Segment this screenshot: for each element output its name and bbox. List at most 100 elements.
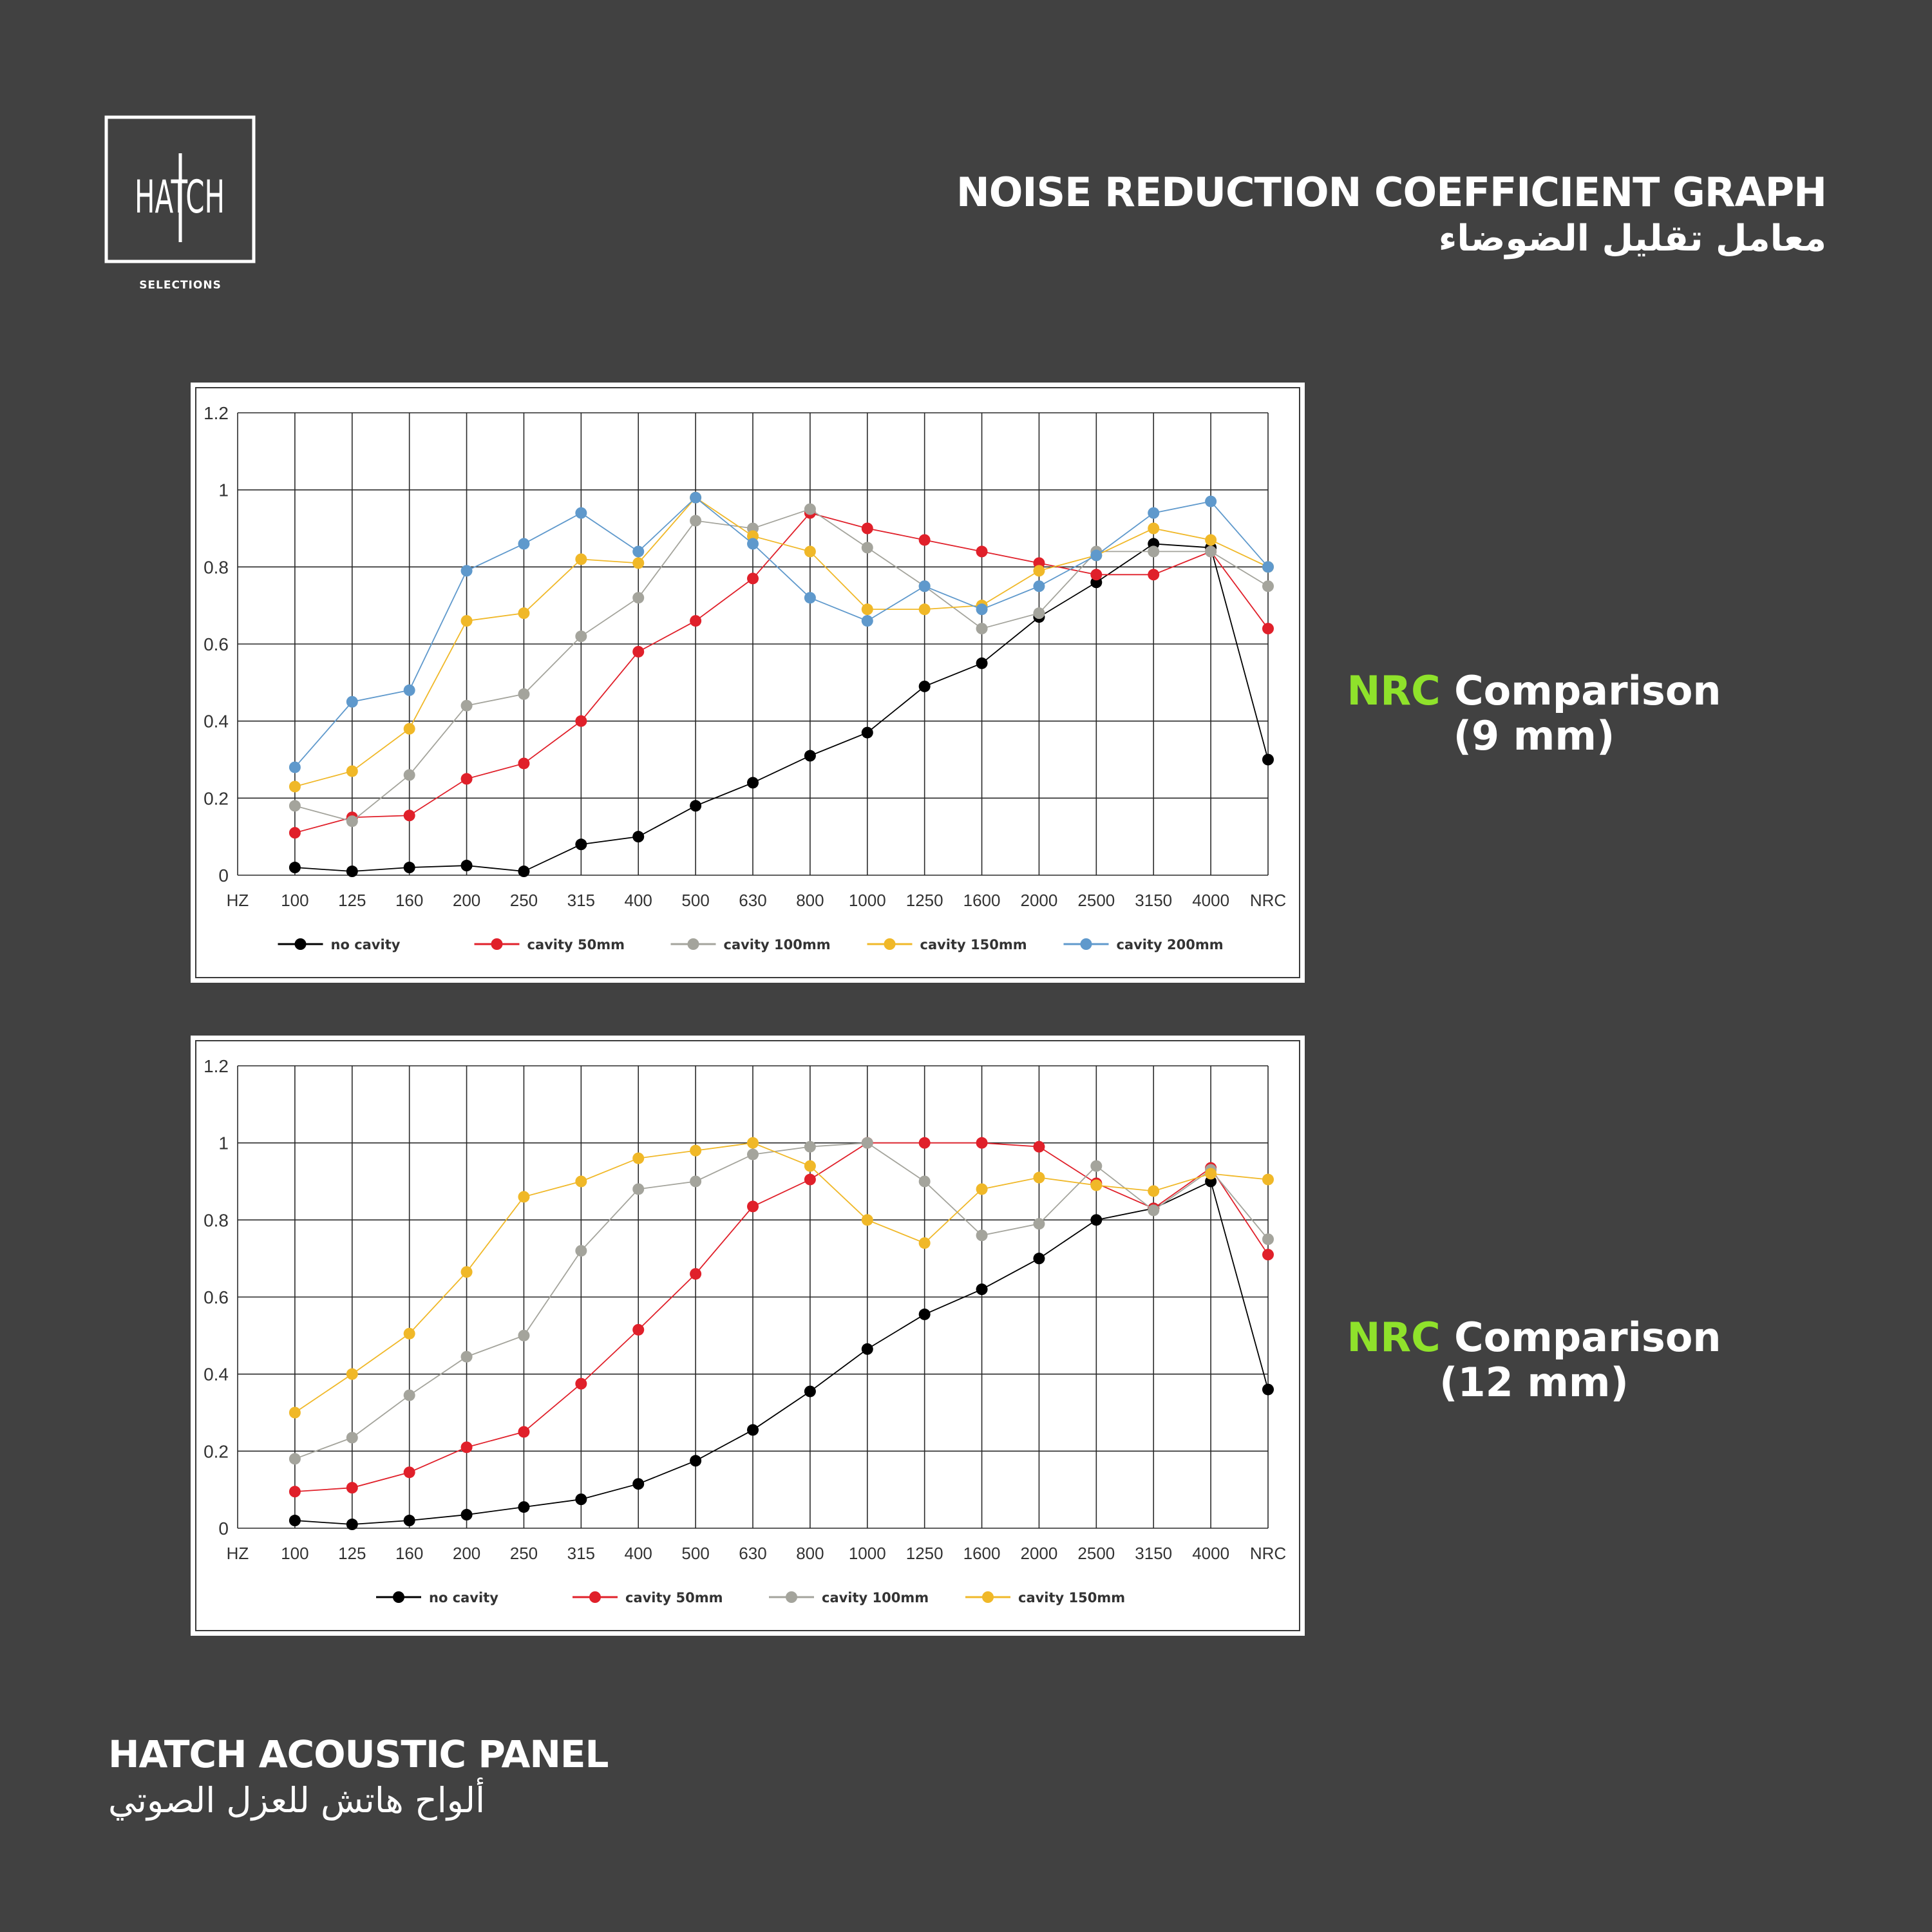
series-line xyxy=(294,497,1269,768)
data-point xyxy=(575,553,587,565)
data-point xyxy=(632,592,645,604)
data-point xyxy=(460,773,473,785)
data-point xyxy=(460,615,473,627)
data-point xyxy=(632,1478,645,1490)
data-point xyxy=(346,1519,358,1531)
series-no-cavity xyxy=(289,1175,1274,1531)
x-tick-label: 250 xyxy=(510,891,538,910)
data-point xyxy=(632,545,645,558)
data-point xyxy=(918,680,931,692)
footer-title-arabic: ألواح هاتش للعزل الصوتي xyxy=(108,1780,486,1821)
x-tick-label: 2000 xyxy=(1021,891,1058,910)
data-point xyxy=(1148,1185,1160,1197)
comparison-word: Comparison xyxy=(1440,1314,1721,1361)
legend-swatch-marker xyxy=(1080,938,1092,950)
data-point xyxy=(1262,580,1274,592)
data-point xyxy=(690,1144,702,1157)
data-point xyxy=(1090,1160,1103,1172)
x-tick-label: 1000 xyxy=(849,891,886,910)
x-tick-label: NRC xyxy=(1250,1544,1286,1563)
series-cavity-200mm xyxy=(289,491,1274,773)
data-point xyxy=(976,603,988,616)
series-cavity-150mm xyxy=(289,491,1274,793)
data-point xyxy=(976,1137,988,1149)
x-tick-label: 3150 xyxy=(1135,1544,1172,1563)
legend-swatch-marker xyxy=(982,1591,994,1603)
data-point xyxy=(403,1327,415,1340)
x-tick-label: 1000 xyxy=(849,1544,886,1563)
y-tick-label: 0.8 xyxy=(204,1210,229,1230)
data-point xyxy=(346,696,358,708)
data-point xyxy=(918,1175,931,1188)
data-point xyxy=(460,1509,473,1521)
x-tick-label: 160 xyxy=(395,1544,423,1563)
data-point xyxy=(346,1432,358,1444)
data-point xyxy=(632,831,645,843)
data-point xyxy=(804,592,816,604)
data-point xyxy=(747,777,759,789)
series-cavity-100mm xyxy=(289,503,1274,828)
legend-swatch-marker xyxy=(786,1591,797,1603)
data-point xyxy=(518,607,530,620)
footer-title: HATCH ACOUSTIC PANEL xyxy=(108,1732,609,1776)
data-point xyxy=(690,615,702,627)
data-point xyxy=(403,810,415,822)
data-point xyxy=(804,1141,816,1153)
data-point xyxy=(1205,545,1217,558)
data-point xyxy=(1033,580,1045,592)
x-axis-label: HZ xyxy=(227,891,249,910)
data-point xyxy=(518,688,530,700)
data-point xyxy=(1262,1249,1274,1261)
data-point xyxy=(289,827,301,839)
x-tick-label: 800 xyxy=(796,891,824,910)
data-point xyxy=(403,684,415,696)
data-point xyxy=(976,545,988,558)
series-cavity-150mm xyxy=(289,1137,1274,1419)
y-tick-label: 0 xyxy=(218,1519,229,1539)
data-point xyxy=(976,657,988,669)
data-point xyxy=(403,1515,415,1527)
data-point xyxy=(1033,1171,1045,1184)
chart-frame-9mm: 0 0.2 0.4 0.6 0.8 1 1.2 HZ 100 125 160 200 250 315 400… xyxy=(191,383,1305,983)
x-tick-label: 200 xyxy=(453,891,480,910)
y-tick-label: 0.2 xyxy=(204,1441,229,1461)
nrc-accent: NRC xyxy=(1347,667,1441,714)
data-point xyxy=(403,723,415,735)
data-point xyxy=(403,1466,415,1479)
y-tick-label: 0.6 xyxy=(204,1287,229,1307)
legend-label: no cavity xyxy=(429,1590,498,1605)
data-point xyxy=(804,1160,816,1172)
brand-logo: HATCH SELECTIONS xyxy=(104,115,256,292)
series-no-cavity xyxy=(289,538,1274,878)
data-point xyxy=(747,1424,759,1436)
data-point xyxy=(690,515,702,527)
x-tick-label: 315 xyxy=(567,891,595,910)
data-point xyxy=(575,1245,587,1257)
nrc-accent: NRC xyxy=(1347,1314,1441,1361)
data-point xyxy=(575,1378,587,1390)
series-line xyxy=(294,543,1269,872)
x-tick-label: 125 xyxy=(338,1544,366,1563)
data-point xyxy=(861,1214,873,1226)
data-point xyxy=(861,1343,873,1355)
data-point xyxy=(346,866,358,878)
data-point xyxy=(918,1237,931,1249)
legend-swatch-marker xyxy=(491,938,503,950)
data-point xyxy=(861,1137,873,1149)
data-point xyxy=(518,1426,530,1438)
data-point xyxy=(575,1175,587,1188)
data-point xyxy=(804,545,816,558)
data-point xyxy=(804,1173,816,1186)
x-tick-label: 1250 xyxy=(906,891,943,910)
data-point xyxy=(1033,1218,1045,1230)
x-tick-label: 315 xyxy=(567,1544,595,1563)
data-point xyxy=(1033,565,1045,577)
legend-label: no cavity xyxy=(331,937,401,952)
data-point xyxy=(575,630,587,643)
data-point xyxy=(1090,1214,1103,1226)
data-point xyxy=(1262,623,1274,635)
thickness-label: (9 mm) xyxy=(1453,712,1615,759)
y-tick-label: 1.2 xyxy=(204,1056,229,1076)
y-tick-label: 0.4 xyxy=(204,712,229,732)
data-point xyxy=(460,699,473,712)
